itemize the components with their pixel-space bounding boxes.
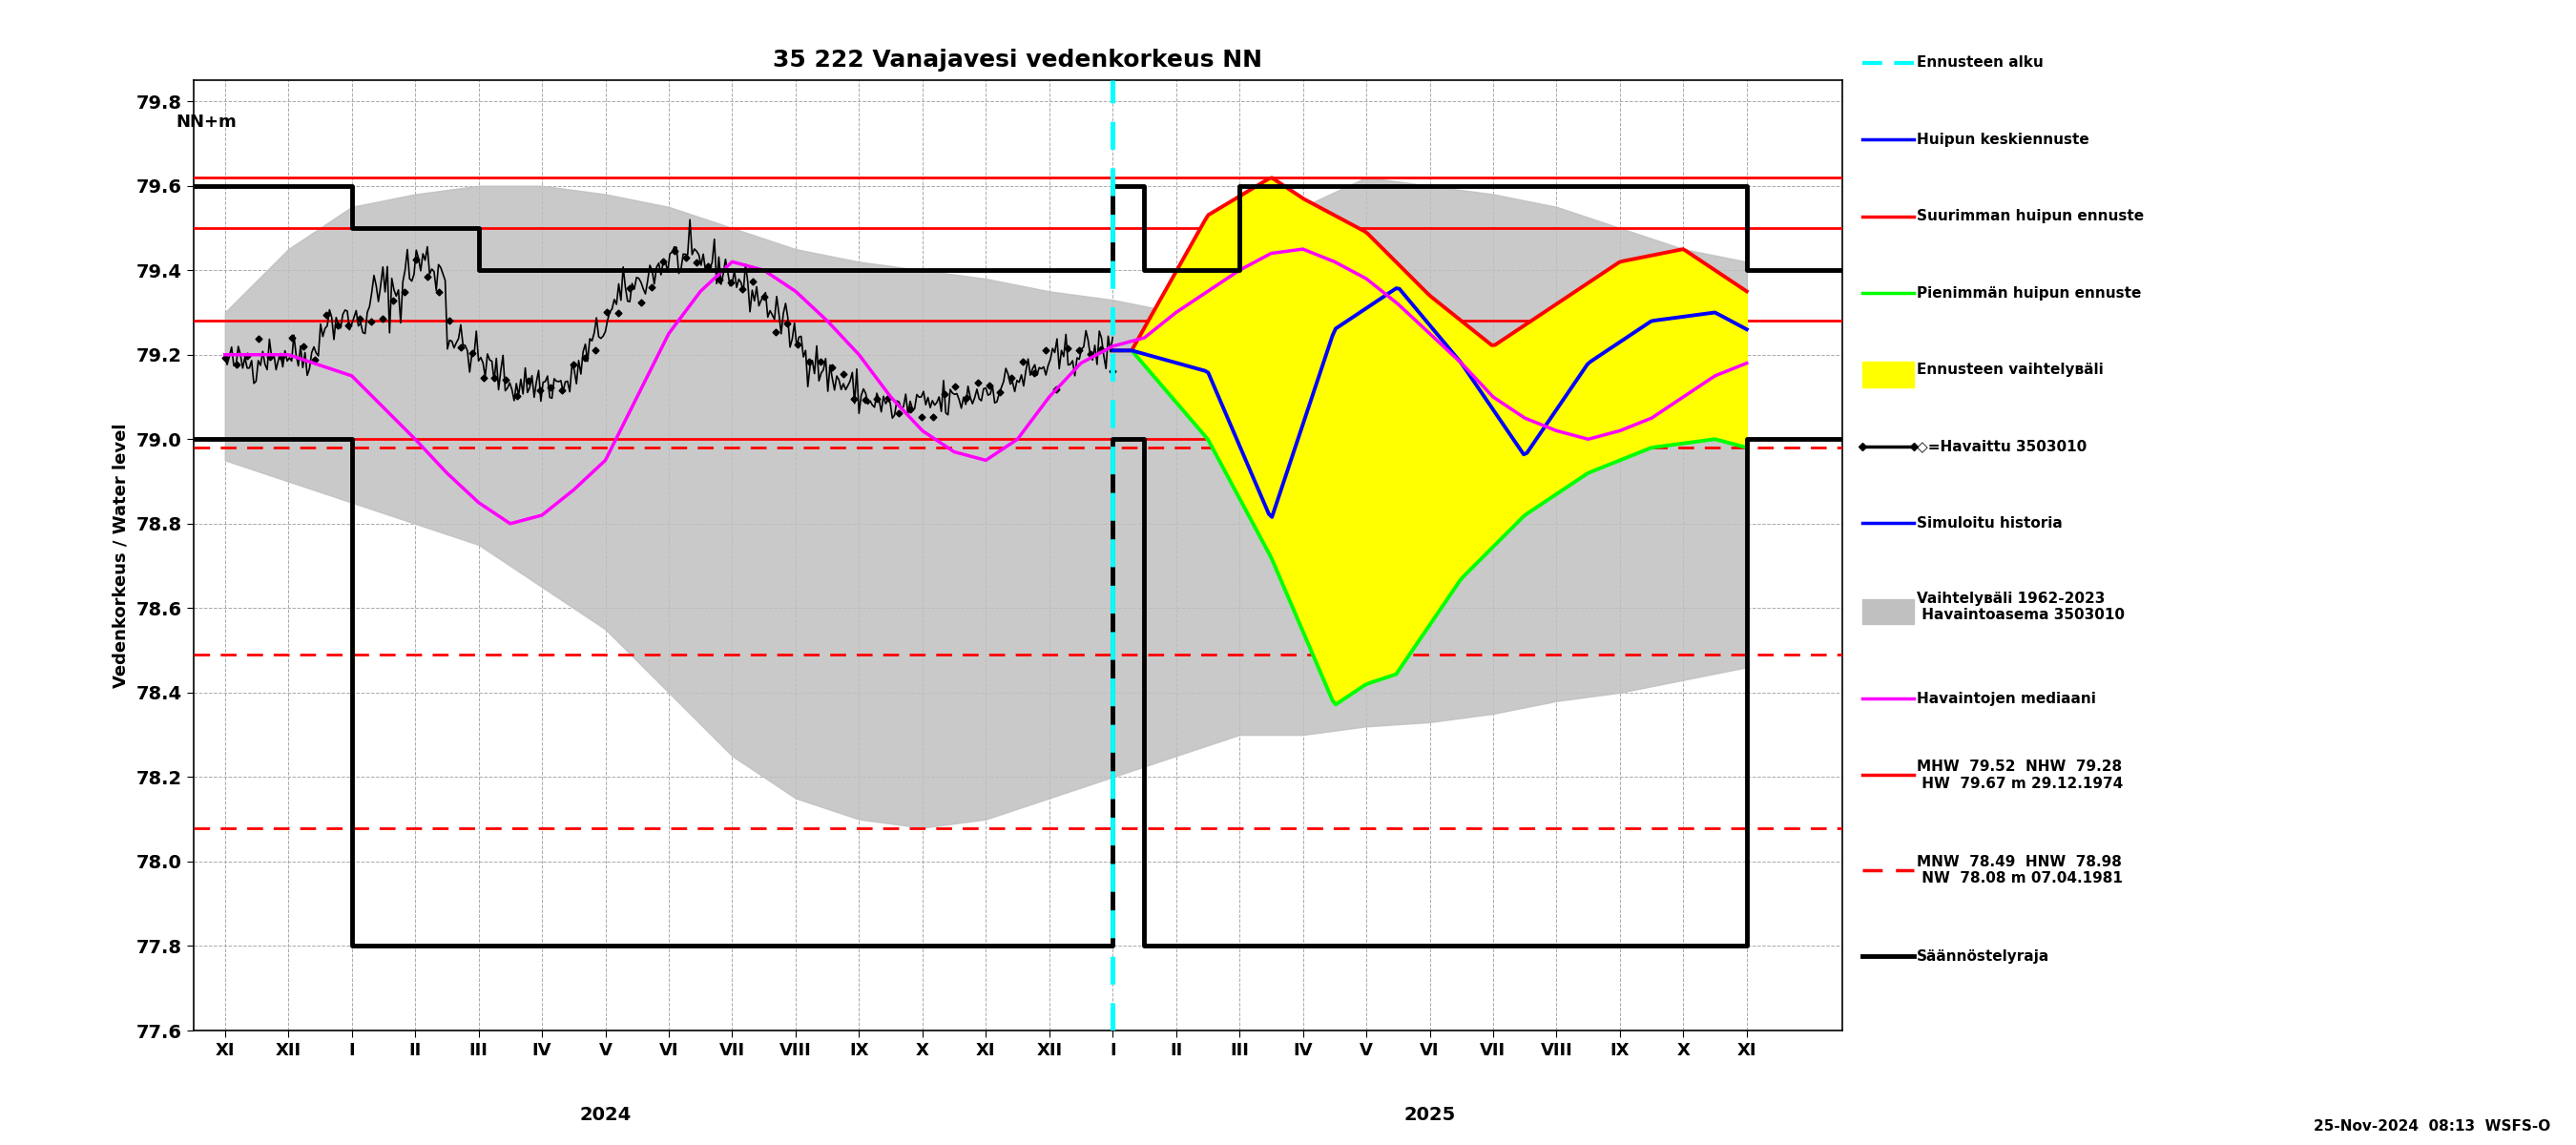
Text: Ennusteen alku: Ennusteen alku xyxy=(1917,56,2043,70)
Text: MNW  78.49  HNW  78.98
 NW  78.08 m 07.04.1981: MNW 78.49 HNW 78.98 NW 78.08 m 07.04.198… xyxy=(1917,854,2123,886)
Text: 2025: 2025 xyxy=(1404,1106,1455,1124)
Text: ◇=Havaittu 3503010: ◇=Havaittu 3503010 xyxy=(1917,440,2087,453)
Title: 35 222 Vanajavesi vedenkorkeus NN: 35 222 Vanajavesi vedenkorkeus NN xyxy=(773,49,1262,72)
Text: Ennusteen vaihtelувäli: Ennusteen vaihtelувäli xyxy=(1917,363,2102,377)
Text: Havaintojen mediaani: Havaintojen mediaani xyxy=(1917,692,2097,705)
Text: Säännöstelyraja: Säännöstelyraja xyxy=(1917,949,2050,963)
Text: Huipun keskiennuste: Huipun keskiennuste xyxy=(1917,133,2089,147)
Text: MHW  79.52  NHW  79.28
 HW  79.67 m 29.12.1974: MHW 79.52 NHW 79.28 HW 79.67 m 29.12.197… xyxy=(1917,760,2123,790)
Text: 25-Nov-2024  08:13  WSFS-O: 25-Nov-2024 08:13 WSFS-O xyxy=(2313,1120,2550,1134)
Y-axis label: Vedenkorkeus / Water level: Vedenkorkeus / Water level xyxy=(113,423,129,688)
Text: 2024: 2024 xyxy=(580,1106,631,1124)
Text: Suurimman huipun ennuste: Suurimman huipun ennuste xyxy=(1917,210,2143,223)
Text: NN+m: NN+m xyxy=(175,113,237,131)
Text: Vaihtelувäli 1962-2023
 Havaintoasema 3503010: Vaihtelувäli 1962-2023 Havaintoasema 350… xyxy=(1917,591,2125,623)
Text: Simuloitu historia: Simuloitu historia xyxy=(1917,516,2063,530)
Text: Pienimmän huipun ennuste: Pienimmän huipun ennuste xyxy=(1917,286,2141,300)
